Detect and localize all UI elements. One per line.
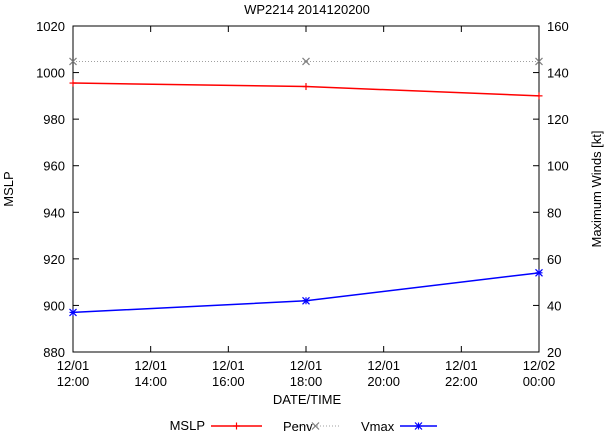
- left-tick-label: 920: [43, 252, 65, 267]
- right-tick-label: 80: [547, 205, 561, 220]
- right-tick-label: 20: [547, 345, 561, 360]
- series-line-2: [72, 272, 540, 314]
- x-tick-label: 22:00: [445, 374, 478, 389]
- x-tick-label: 12/01: [367, 358, 400, 373]
- y2-axis-title: Maximum Winds [kt]: [589, 130, 604, 247]
- series-0: [69, 79, 543, 100]
- x-tick-label: 00:00: [523, 374, 556, 389]
- left-tick-label: 980: [43, 112, 65, 127]
- series-2-point-d2: [535, 268, 543, 277]
- series-1-point-d2: [535, 57, 543, 66]
- x-tick-label: 14:00: [134, 374, 167, 389]
- legend-marker-2-d2: [414, 422, 423, 430]
- x-tick-label: 12/01: [290, 358, 323, 373]
- legend-title: MSLP: [170, 418, 205, 432]
- series-2-point-d2: [302, 296, 310, 305]
- left-tick-label: 960: [43, 159, 65, 174]
- left-tick-label: 940: [43, 205, 65, 220]
- series-0-point: [302, 83, 310, 91]
- x-tick-label: 12/01: [445, 358, 478, 373]
- left-tick-label: 880: [43, 345, 65, 360]
- series-1: [69, 57, 543, 66]
- series-1-point-d2: [69, 57, 77, 66]
- series-2-point: [535, 268, 543, 277]
- right-tick-label: 120: [547, 112, 569, 127]
- right-tick-label: 40: [547, 298, 561, 313]
- x-tick-label: 16:00: [212, 374, 245, 389]
- right-tick-label: 100: [547, 159, 569, 174]
- series-2: [69, 268, 543, 317]
- series-2-point: [69, 308, 77, 317]
- legend-marker-2: [414, 422, 423, 430]
- legend-marker-1-d2: [311, 422, 320, 430]
- x-tick-label: 12/01: [57, 358, 90, 373]
- legend-label: Penv: [283, 419, 313, 432]
- left-tick-label: 1000: [36, 66, 65, 81]
- y-axis-title: MSLP: [1, 171, 16, 206]
- legend-marker-0: [233, 422, 240, 430]
- legend-label: Vmax: [361, 419, 395, 432]
- right-tick-label: 140: [547, 66, 569, 81]
- x-axis-title: DATE/TIME: [273, 392, 342, 407]
- right-tick-label: 160: [547, 19, 569, 34]
- series-1-point: [69, 57, 77, 66]
- x-axis: 12/0112:0012/0114:0012/0116:0012/0118:00…: [57, 26, 556, 389]
- x-tick-label: 18:00: [290, 374, 323, 389]
- x-tick-label: 12:00: [57, 374, 90, 389]
- series-0-point: [69, 79, 77, 87]
- x-tick-label: 12/01: [134, 358, 167, 373]
- left-tick-label: 900: [43, 298, 65, 313]
- x-tick-label: 20:00: [367, 374, 400, 389]
- x-tick-label: 12/02: [523, 358, 556, 373]
- series-2-point-d2: [69, 308, 77, 317]
- series-1-point-d2: [302, 57, 310, 66]
- chart-title: WP2214 2014120200: [244, 2, 370, 17]
- series-1-point: [535, 57, 543, 66]
- legend-marker-1: [311, 422, 320, 430]
- series-2-point: [302, 296, 310, 305]
- right-tick-label: 60: [547, 252, 561, 267]
- series-layer: [69, 57, 543, 317]
- left-y-axis: 880 900 920 940 960 980 1000 1020: [36, 19, 79, 360]
- x-tick-label: 12/01: [212, 358, 245, 373]
- left-tick-label: 1020: [36, 19, 65, 34]
- series-0-point: [535, 92, 543, 100]
- right-y-axis: 20 40 60 80 100 120 140 160: [533, 19, 569, 360]
- legend: MSLP Penv Vmax: [170, 418, 437, 432]
- series-1-point: [302, 57, 310, 66]
